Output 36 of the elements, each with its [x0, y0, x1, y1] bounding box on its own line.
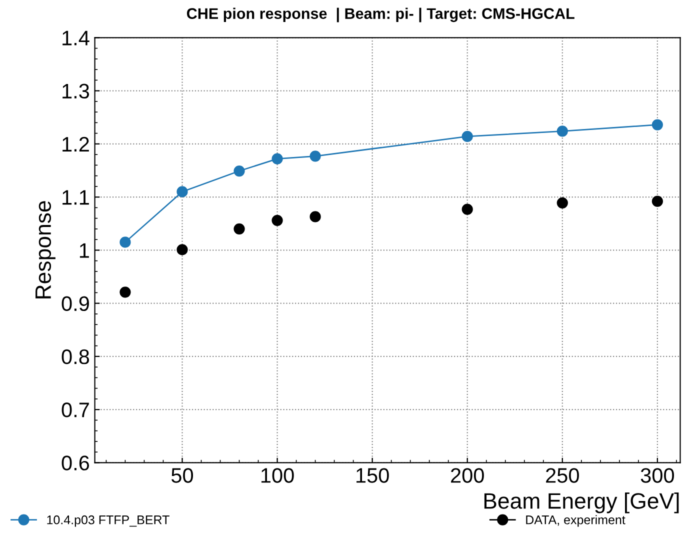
legend-label: DATA, experiment [526, 515, 626, 527]
point [652, 119, 663, 130]
point [272, 214, 283, 226]
x-tick-label: 200 [451, 468, 484, 483]
chart-title: CHE pion response | Beam: pi- | Target: CMS-HGCAL [186, 8, 574, 22]
y-tick-label: 0.9 [62, 296, 89, 312]
x-axis-title: Beam Energy [GeV] [484, 492, 679, 514]
point [272, 153, 283, 164]
x-tick-label: 50 [171, 468, 194, 483]
point [556, 197, 568, 208]
y-tick-label: 1.1 [62, 190, 89, 205]
y-tick-label: 1.3 [62, 84, 90, 99]
point [310, 150, 321, 162]
point [176, 244, 188, 256]
y-tick-label: 0.7 [62, 402, 89, 418]
point [310, 211, 321, 222]
x-tick-label: 150 [356, 468, 389, 483]
y-tick-label: 1.2 [62, 136, 89, 152]
point [652, 196, 663, 207]
point [176, 186, 188, 198]
point [120, 286, 131, 298]
y-tick-label: 1.4 [62, 30, 90, 46]
point [462, 204, 473, 215]
y-tick-label: 1 [80, 243, 89, 258]
point [462, 130, 473, 142]
y-axis-title: Response [36, 201, 56, 298]
point [556, 126, 568, 137]
y-tick-label: 0.6 [62, 456, 90, 470]
x-tick-label: 300 [640, 468, 674, 483]
x-tick-label: 250 [546, 468, 579, 483]
legend-label: 10.4.p03 FTFP_BERT [47, 515, 170, 527]
y-tick-label: 0.8 [62, 349, 90, 364]
point [234, 165, 245, 177]
x-tick-label: 100 [261, 468, 294, 483]
point [234, 223, 245, 234]
point [120, 236, 131, 248]
